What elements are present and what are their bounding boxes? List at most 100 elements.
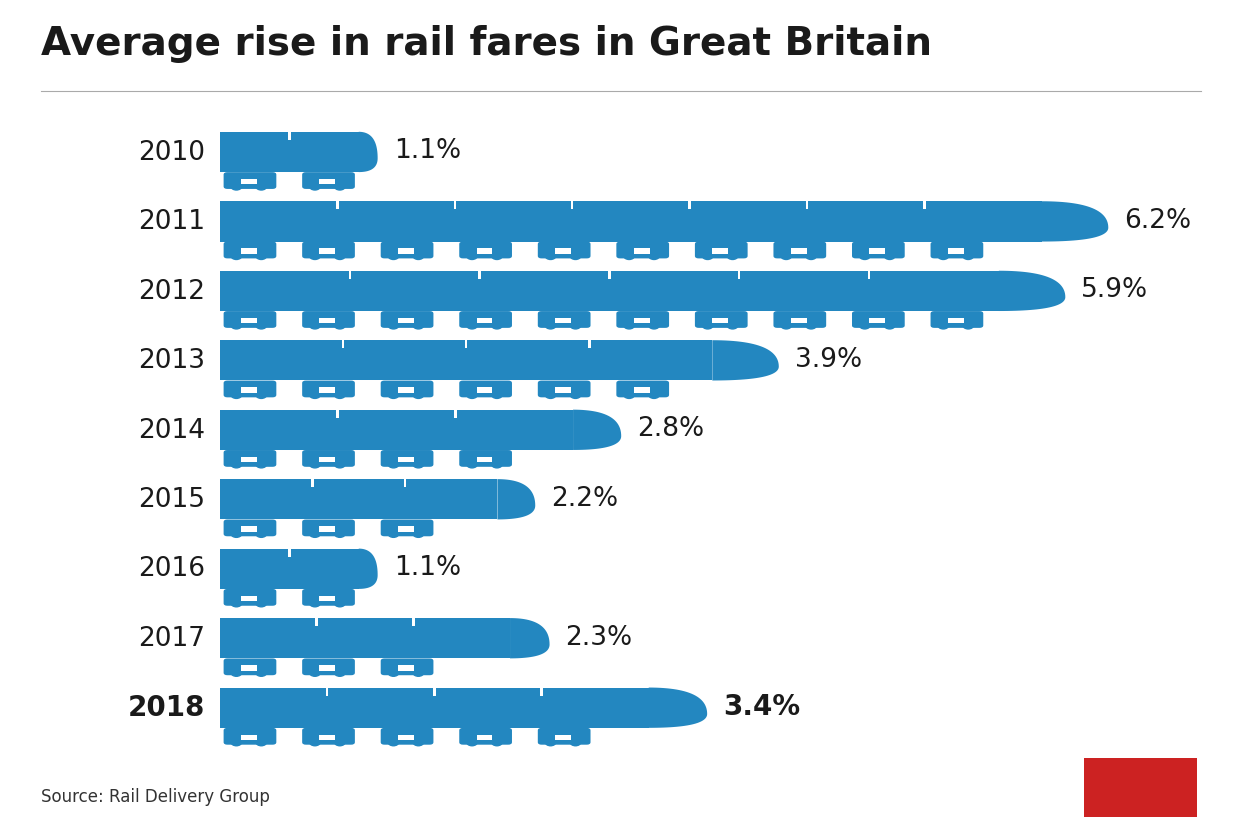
Circle shape (648, 391, 660, 398)
Bar (312, 479, 314, 487)
Circle shape (545, 391, 556, 398)
Bar (397, 735, 414, 740)
Circle shape (938, 322, 949, 329)
Polygon shape (1042, 201, 1108, 242)
Bar (712, 317, 728, 323)
Bar (555, 317, 571, 323)
FancyBboxPatch shape (460, 381, 512, 397)
Circle shape (309, 739, 320, 745)
Bar (433, 687, 436, 696)
Text: 5.9%: 5.9% (1082, 278, 1149, 303)
Circle shape (309, 391, 320, 398)
Circle shape (545, 253, 556, 259)
FancyBboxPatch shape (538, 381, 590, 397)
FancyBboxPatch shape (302, 658, 355, 676)
Circle shape (389, 669, 399, 676)
Circle shape (389, 530, 399, 538)
Text: 2014: 2014 (138, 417, 205, 444)
Circle shape (334, 391, 345, 398)
FancyBboxPatch shape (224, 589, 276, 606)
Bar (288, 132, 291, 140)
Polygon shape (573, 410, 621, 450)
Circle shape (334, 322, 345, 329)
Text: 1.1%: 1.1% (394, 555, 461, 581)
FancyBboxPatch shape (460, 450, 512, 467)
Polygon shape (999, 271, 1066, 311)
Circle shape (963, 322, 974, 329)
Circle shape (781, 253, 791, 259)
Bar (220, 271, 999, 311)
Bar (337, 201, 339, 209)
FancyBboxPatch shape (302, 519, 355, 536)
Circle shape (414, 253, 424, 259)
Circle shape (414, 739, 424, 745)
Circle shape (309, 669, 320, 676)
Circle shape (231, 739, 242, 745)
Circle shape (492, 322, 502, 329)
Bar (220, 410, 573, 450)
Circle shape (884, 322, 895, 329)
Circle shape (334, 530, 345, 538)
FancyBboxPatch shape (224, 311, 276, 328)
Bar (477, 387, 492, 393)
FancyBboxPatch shape (538, 242, 590, 258)
Bar (349, 271, 351, 278)
FancyBboxPatch shape (538, 311, 590, 328)
Bar (319, 457, 335, 462)
Bar (319, 317, 335, 323)
FancyBboxPatch shape (774, 311, 826, 328)
FancyBboxPatch shape (616, 311, 669, 328)
Bar (241, 179, 257, 184)
Text: 2.8%: 2.8% (637, 416, 704, 442)
Circle shape (389, 253, 399, 259)
Circle shape (256, 600, 267, 607)
FancyBboxPatch shape (696, 311, 748, 328)
Circle shape (414, 669, 424, 676)
Circle shape (334, 253, 345, 259)
FancyBboxPatch shape (460, 728, 512, 745)
Circle shape (570, 391, 581, 398)
Circle shape (806, 253, 816, 259)
Bar (555, 248, 571, 253)
Bar (465, 340, 467, 348)
Bar (738, 271, 740, 278)
FancyBboxPatch shape (616, 381, 669, 397)
Circle shape (703, 322, 713, 329)
FancyBboxPatch shape (696, 242, 748, 258)
Circle shape (334, 739, 345, 745)
Bar (404, 479, 406, 487)
FancyBboxPatch shape (460, 311, 512, 328)
Circle shape (467, 322, 477, 329)
FancyBboxPatch shape (224, 450, 276, 467)
FancyBboxPatch shape (930, 242, 984, 258)
Bar (319, 596, 335, 601)
Text: Source: Rail Delivery Group: Source: Rail Delivery Group (41, 789, 270, 806)
FancyBboxPatch shape (224, 172, 276, 189)
FancyBboxPatch shape (1083, 758, 1197, 817)
Circle shape (570, 322, 581, 329)
Circle shape (256, 739, 267, 745)
Bar (869, 248, 886, 253)
Circle shape (806, 322, 816, 329)
FancyBboxPatch shape (381, 450, 433, 467)
FancyBboxPatch shape (302, 381, 355, 397)
Bar (571, 201, 574, 209)
Bar (241, 735, 257, 740)
Circle shape (309, 322, 320, 329)
Bar (220, 340, 713, 381)
FancyBboxPatch shape (302, 242, 355, 258)
Text: Average rise in rail fares in Great Britain: Average rise in rail fares in Great Brit… (41, 25, 933, 62)
Bar (948, 317, 964, 323)
FancyBboxPatch shape (302, 728, 355, 745)
Bar (220, 618, 510, 658)
Text: 2016: 2016 (138, 557, 205, 583)
FancyBboxPatch shape (460, 242, 512, 258)
Circle shape (414, 391, 424, 398)
Bar (806, 201, 809, 209)
Circle shape (467, 253, 477, 259)
Bar (241, 317, 257, 323)
FancyBboxPatch shape (302, 450, 355, 467)
Circle shape (623, 391, 635, 398)
Bar (319, 735, 335, 740)
Circle shape (467, 461, 477, 468)
